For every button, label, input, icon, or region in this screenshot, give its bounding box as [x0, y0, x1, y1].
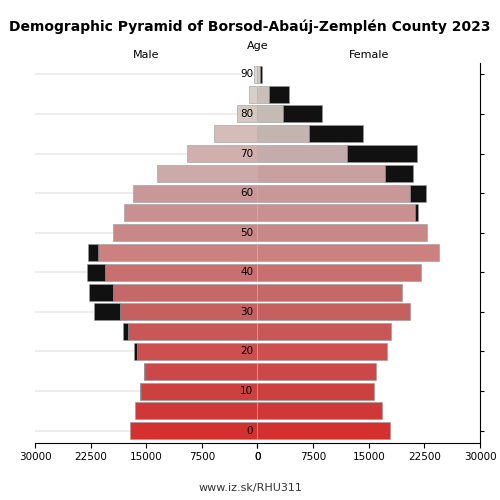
Bar — [284, 106, 322, 122]
Bar — [310, 125, 363, 142]
Bar — [89, 284, 113, 300]
Bar — [258, 66, 260, 83]
Bar — [238, 106, 258, 122]
Bar — [258, 244, 439, 261]
Text: 20: 20 — [240, 346, 254, 356]
Bar — [258, 145, 346, 162]
Bar — [136, 343, 258, 360]
Bar — [258, 184, 410, 202]
Bar — [258, 125, 310, 142]
Bar — [414, 204, 418, 222]
Bar — [214, 125, 258, 142]
Text: Demographic Pyramid of Borsod-Abaúj-Zemplén County 2023: Demographic Pyramid of Borsod-Abaúj-Zemp… — [9, 20, 491, 34]
Bar — [128, 323, 258, 340]
Bar — [258, 224, 426, 241]
Bar — [258, 422, 390, 439]
Bar — [87, 264, 106, 281]
Bar — [133, 184, 258, 202]
Bar — [385, 165, 413, 182]
Bar — [113, 224, 258, 241]
Text: Age: Age — [246, 41, 268, 51]
Bar — [135, 402, 258, 419]
Bar — [141, 382, 258, 400]
Bar — [258, 323, 391, 340]
Bar — [258, 284, 402, 300]
Bar — [187, 145, 258, 162]
Text: 80: 80 — [240, 109, 254, 119]
Bar — [106, 264, 258, 281]
Bar — [346, 145, 417, 162]
Bar — [134, 343, 136, 360]
Bar — [248, 86, 258, 102]
Text: 70: 70 — [240, 148, 254, 158]
Title: Female: Female — [348, 50, 389, 60]
Bar — [124, 204, 258, 222]
Bar — [258, 304, 410, 320]
Title: Male: Male — [133, 50, 160, 60]
Bar — [122, 323, 128, 340]
Bar — [258, 382, 374, 400]
Bar — [254, 66, 258, 83]
Bar — [268, 86, 288, 102]
Text: 10: 10 — [240, 386, 254, 396]
Bar — [120, 304, 258, 320]
Bar — [258, 402, 382, 419]
Bar — [158, 165, 258, 182]
Text: www.iz.sk/RHU311: www.iz.sk/RHU311 — [198, 482, 302, 492]
Bar — [258, 264, 420, 281]
Bar — [145, 362, 258, 380]
Bar — [258, 86, 268, 102]
Bar — [258, 343, 388, 360]
Text: 40: 40 — [240, 268, 254, 278]
Bar — [258, 165, 385, 182]
Text: 50: 50 — [240, 228, 254, 237]
Text: 30: 30 — [240, 307, 254, 317]
Bar — [258, 362, 376, 380]
Bar — [88, 244, 98, 261]
Text: 60: 60 — [240, 188, 254, 198]
Bar — [410, 184, 426, 202]
Text: 90: 90 — [240, 70, 254, 80]
Bar — [94, 304, 120, 320]
Text: 0: 0 — [247, 426, 254, 436]
Bar — [258, 106, 283, 122]
Bar — [260, 66, 262, 83]
Bar — [144, 362, 145, 380]
Bar — [130, 422, 258, 439]
Bar — [258, 204, 414, 222]
Bar — [140, 382, 141, 400]
Bar — [98, 244, 258, 261]
Bar — [113, 284, 258, 300]
